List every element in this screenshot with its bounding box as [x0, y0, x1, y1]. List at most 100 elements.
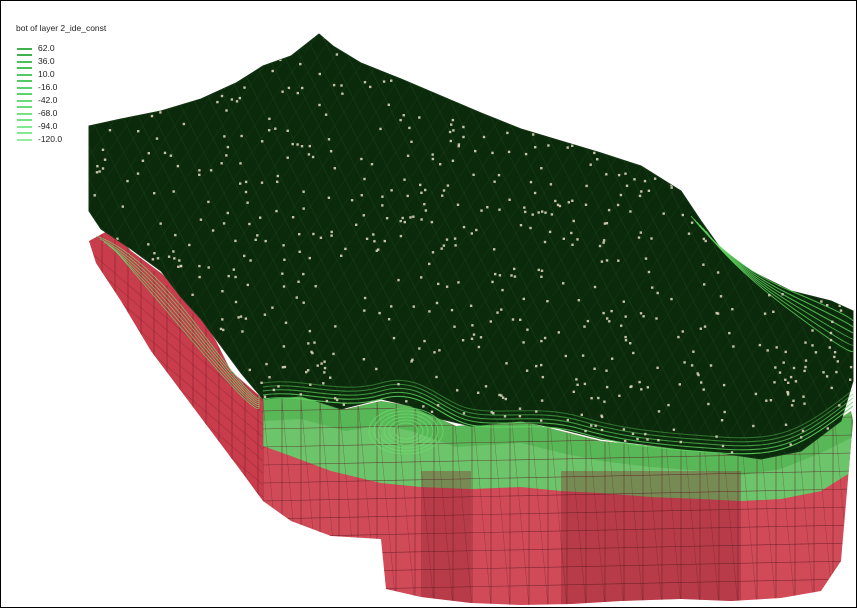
node-point	[309, 383, 312, 386]
legend-swatch	[17, 93, 32, 95]
node-point	[796, 67, 799, 70]
node-point	[540, 167, 543, 170]
node-point	[260, 45, 263, 48]
node-point	[831, 320, 834, 323]
red-shade	[561, 471, 701, 605]
node-point	[683, 361, 686, 364]
node-point	[692, 350, 695, 353]
front-wall-bands	[263, 396, 853, 605]
mesh-line	[471, 400, 492, 605]
node-point	[586, 145, 590, 149]
node-point	[180, 99, 183, 102]
legend-swatch	[17, 61, 32, 63]
mesh-line	[320, 34, 622, 459]
node-point	[248, 368, 251, 372]
node-point	[378, 311, 381, 315]
node-point	[833, 355, 836, 359]
node-point	[122, 58, 125, 62]
node-point	[549, 183, 553, 186]
node-point	[626, 118, 629, 121]
node-point	[777, 117, 781, 120]
node-point	[599, 69, 603, 72]
node-point	[423, 339, 426, 343]
node-point	[566, 37, 569, 40]
node-point	[204, 70, 208, 73]
node-point	[806, 75, 809, 78]
node-point	[600, 90, 604, 94]
node-point	[392, 336, 396, 340]
node-point	[314, 285, 317, 288]
node-point	[571, 144, 574, 147]
node-point	[679, 440, 682, 444]
node-point	[702, 388, 705, 391]
node-point	[100, 52, 104, 56]
node-point	[841, 36, 844, 40]
node-point	[298, 250, 301, 253]
node-point	[623, 41, 626, 44]
node-point	[448, 130, 452, 134]
node-point	[191, 293, 194, 296]
node-point	[363, 177, 366, 181]
node-point	[849, 378, 852, 381]
node-point	[341, 92, 344, 95]
node-point	[123, 357, 126, 360]
node-point	[268, 376, 271, 379]
node-point	[685, 170, 689, 173]
node-point	[639, 231, 642, 234]
node-point	[732, 345, 735, 348]
node-point	[662, 152, 665, 155]
node-point	[792, 172, 795, 176]
node-point	[355, 223, 358, 226]
node-point	[440, 247, 443, 250]
node-point	[804, 359, 808, 362]
node-point	[116, 366, 120, 369]
node-point	[274, 127, 277, 130]
node-point	[795, 141, 799, 144]
node-point	[728, 331, 731, 335]
node-point	[538, 39, 542, 42]
node-point	[126, 102, 129, 105]
node-point	[531, 213, 534, 216]
node-point	[619, 193, 623, 197]
node-point	[550, 213, 554, 216]
node-point	[263, 313, 267, 316]
node-point	[664, 160, 667, 164]
node-point	[518, 415, 522, 418]
node-point	[566, 146, 569, 149]
node-point	[752, 424, 755, 428]
node-point	[583, 325, 586, 328]
node-point	[540, 399, 544, 402]
node-point	[824, 240, 827, 244]
node-point	[718, 233, 722, 236]
node-point	[431, 251, 435, 254]
node-point	[312, 232, 315, 236]
mesh-line	[336, 34, 638, 459]
node-point	[725, 201, 728, 204]
node-point	[462, 135, 465, 139]
node-point	[644, 135, 647, 138]
node-point	[823, 76, 826, 80]
node-point	[700, 169, 703, 173]
node-point	[598, 244, 602, 248]
node-point	[534, 146, 537, 149]
node-point	[703, 114, 707, 117]
node-point	[198, 169, 201, 172]
node-point	[437, 282, 440, 286]
node-point	[452, 129, 455, 132]
node-point	[439, 163, 442, 166]
node-point	[192, 411, 196, 414]
node-point	[230, 98, 234, 101]
node-point	[516, 70, 519, 73]
node-point	[537, 211, 540, 214]
node-point	[207, 266, 210, 269]
node-point	[640, 388, 643, 391]
node-point	[406, 154, 410, 157]
node-point	[173, 49, 177, 52]
node-point	[838, 404, 841, 407]
node-point	[524, 152, 528, 156]
node-point	[479, 336, 483, 339]
contour-line	[368, 407, 444, 455]
node-point	[329, 150, 333, 153]
node-point	[318, 103, 321, 107]
